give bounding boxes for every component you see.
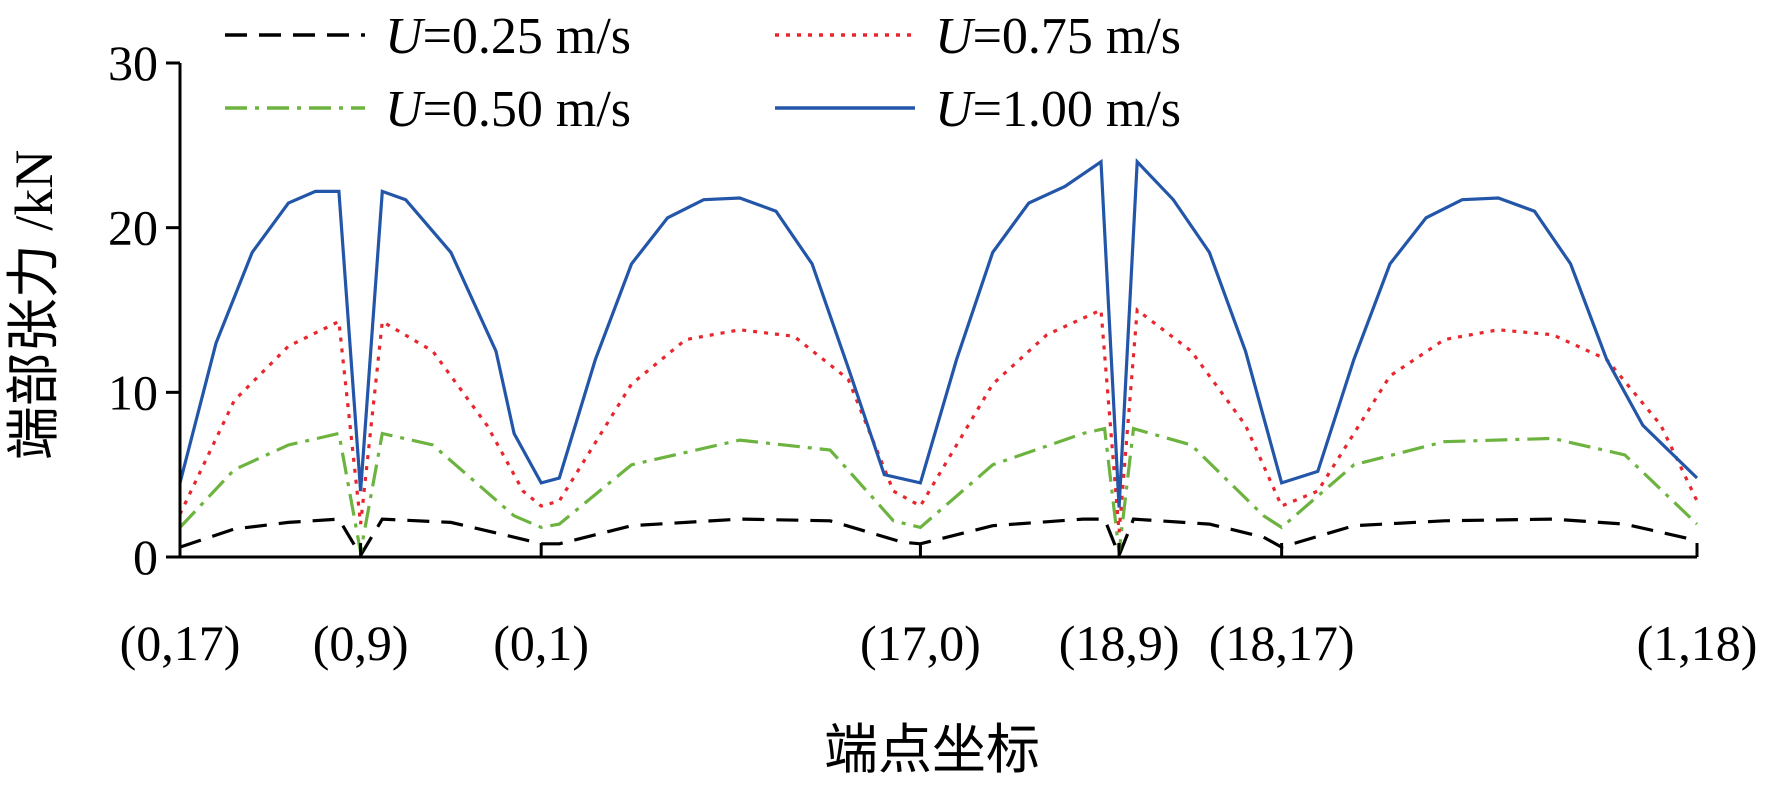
x-tick-label: (0,9) [313, 615, 409, 671]
y-tick-label: 30 [108, 35, 158, 91]
series-layer [178, 158, 1699, 560]
series-line-1 [179, 517, 1698, 560]
x-tick-label: (1,18) [1637, 615, 1758, 671]
legend-label: U=1.00 m/s [935, 81, 1181, 138]
y-axis-title: 端部张力 /kN [4, 150, 64, 461]
legend-label: U=0.25 m/s [385, 8, 631, 65]
x-tick-label: (18,17) [1209, 615, 1355, 671]
legend-label: U=0.75 m/s [935, 8, 1181, 65]
series-line-4 [178, 158, 1699, 508]
y-tick-label: 0 [133, 529, 158, 585]
x-axis-title: 端点坐标 [824, 720, 1040, 780]
x-tick-label: (18,9) [1059, 615, 1180, 671]
x-axis-ticks: (0,17) (0,9) (0,1) (17,0) (18,9) (18,17) (1,18… [120, 543, 1758, 671]
legend-item-2: U=0.50 m/s [225, 81, 631, 138]
y-axis-ticks: 0 10 20 30 [108, 35, 180, 585]
series-line-3 [178, 306, 1699, 533]
legend-label: U=0.50 m/s [385, 81, 631, 138]
x-tick-label: (17,0) [860, 615, 981, 671]
legend-item-1: U=0.25 m/s [225, 8, 631, 65]
x-tick-label: (0,1) [493, 615, 589, 671]
legend-item-3: U=0.75 m/s [775, 8, 1181, 65]
x-tick-label: (0,17) [120, 615, 241, 671]
y-tick-label: 20 [108, 200, 158, 256]
y-tick-label: 10 [108, 364, 158, 420]
series-line-2 [178, 426, 1699, 553]
legend: U=0.25 m/s U=0.50 m/s U=0.75 m/s U=1.00 m/s [225, 8, 1181, 138]
legend-item-4: U=1.00 m/s [775, 81, 1181, 138]
plot-area: (0,17) (0,9) (0,1) (17,0) (18,9) (18,17) (1,18… [108, 35, 1757, 671]
